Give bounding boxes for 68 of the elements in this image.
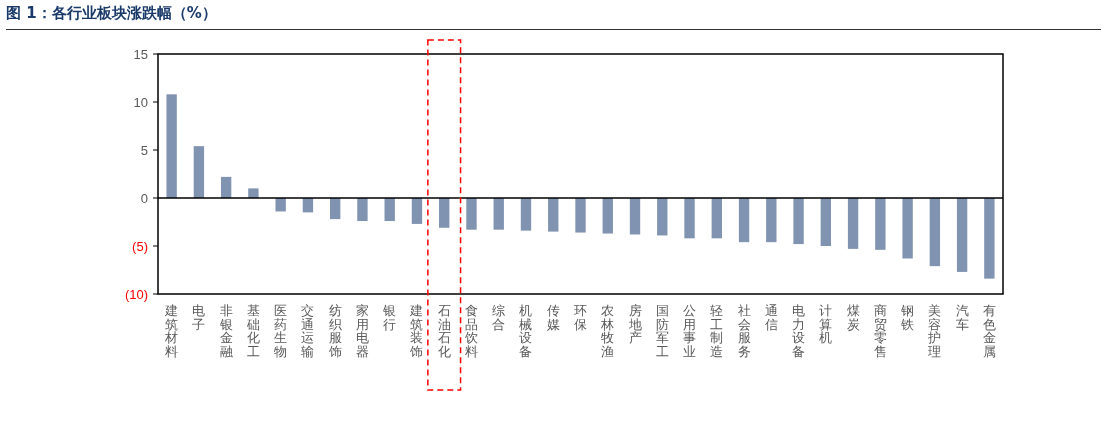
x-tick-label: 石油石化 — [437, 303, 451, 359]
y-tick-label: 10 — [133, 95, 148, 110]
y-tick-label: (5) — [132, 239, 148, 254]
bar — [357, 198, 368, 222]
x-tick-label: 食品饮料 — [463, 303, 478, 359]
bar — [902, 198, 913, 259]
bar — [493, 198, 504, 230]
bar — [738, 198, 750, 243]
bar — [220, 176, 232, 198]
x-tick-label: 医药生物 — [274, 303, 288, 359]
x-tick-label: 银行 — [382, 303, 397, 332]
y-tick-label: (10) — [124, 287, 148, 302]
bar — [193, 146, 205, 198]
bar — [711, 198, 722, 239]
x-tick-label: 非银金融 — [218, 303, 233, 359]
x-tick-label: 家用电器 — [355, 303, 369, 359]
x-tick-label: 电力设备 — [792, 303, 806, 359]
bar — [766, 198, 777, 243]
x-tick-label: 计算机 — [819, 303, 833, 346]
x-tick-label: 综合 — [492, 303, 506, 332]
x-tick-label: 农林牧渔 — [600, 303, 615, 359]
x-tick-label: 社会服务 — [737, 303, 751, 359]
x-tick-label: 国防军工 — [655, 303, 669, 359]
bar — [929, 198, 941, 267]
bar — [684, 198, 695, 239]
x-tick-label: 公用事业 — [683, 303, 697, 359]
bar — [384, 198, 395, 222]
x-tick-label: 房地产 — [627, 303, 642, 346]
y-tick-label: 0 — [140, 191, 148, 206]
x-tick-label: 建筑装饰 — [409, 303, 424, 359]
x-tick-label: 美容护理 — [927, 303, 942, 359]
x-tick-label: 煤炭 — [846, 303, 860, 332]
chart-title: 图 1：各行业板块涨跌幅（%） — [6, 4, 1101, 30]
bar — [248, 188, 259, 198]
x-tick-label: 建筑材料 — [164, 303, 179, 359]
bar — [520, 198, 532, 231]
y-tick-label: 15 — [133, 47, 148, 62]
x-tick-label: 纺织服饰 — [327, 303, 342, 359]
x-tick-label: 有色金属 — [982, 303, 996, 359]
bar — [439, 198, 450, 228]
bar — [275, 198, 286, 212]
bar — [657, 198, 668, 236]
x-tick-label: 机械设备 — [519, 303, 533, 359]
bar — [629, 198, 641, 235]
x-tick-label: 钢铁 — [900, 303, 915, 332]
bar — [411, 198, 423, 224]
x-tick-label: 汽车 — [955, 303, 969, 332]
bar — [466, 198, 477, 230]
x-tick-label: 传媒 — [546, 303, 560, 332]
y-tick-label: 5 — [140, 143, 148, 158]
bar — [820, 198, 831, 246]
x-tick-label: 基础化工 — [245, 303, 260, 359]
bar — [875, 198, 886, 250]
bar — [984, 198, 995, 279]
bar — [166, 94, 177, 198]
bar — [602, 198, 613, 234]
x-tick-label: 通信 — [764, 303, 778, 332]
bar — [793, 198, 804, 245]
bar — [330, 198, 341, 220]
x-tick-label: 交通运输 — [301, 303, 315, 359]
bar — [847, 198, 859, 249]
bar — [575, 198, 586, 233]
x-tick-label: 商贸零售 — [873, 303, 887, 359]
bar — [956, 198, 968, 272]
x-tick-label: 电子 — [192, 303, 206, 332]
x-tick-label: 轻工制造 — [710, 303, 724, 359]
bar — [548, 198, 559, 232]
x-tick-label: 环保 — [574, 303, 587, 332]
